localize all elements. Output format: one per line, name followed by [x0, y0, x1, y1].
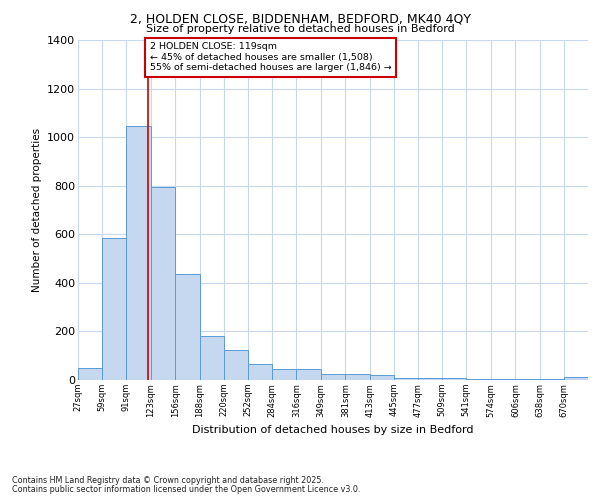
Bar	[102, 238, 127, 380]
Bar	[248, 364, 272, 380]
Bar	[127, 126, 151, 380]
Bar	[151, 187, 175, 380]
Text: Size of property relative to detached houses in Bedford: Size of property relative to detached ho…	[146, 24, 454, 34]
Bar	[370, 375, 394, 380]
Bar	[78, 368, 102, 380]
Bar	[564, 377, 588, 380]
Bar	[224, 350, 248, 380]
Bar	[491, 379, 515, 380]
Text: Contains public sector information licensed under the Open Government Licence v3: Contains public sector information licen…	[12, 485, 361, 494]
Bar	[175, 274, 200, 380]
Bar	[272, 369, 296, 380]
Bar	[296, 369, 321, 380]
Bar	[442, 378, 466, 380]
Text: Contains HM Land Registry data © Crown copyright and database right 2025.: Contains HM Land Registry data © Crown c…	[12, 476, 324, 485]
Bar	[418, 378, 442, 380]
Bar	[539, 379, 564, 380]
Bar	[321, 374, 346, 380]
Bar	[346, 374, 370, 380]
Text: 2 HOLDEN CLOSE: 119sqm
← 45% of detached houses are smaller (1,508)
55% of semi-: 2 HOLDEN CLOSE: 119sqm ← 45% of detached…	[150, 42, 392, 72]
Bar	[466, 379, 491, 380]
Y-axis label: Number of detached properties: Number of detached properties	[32, 128, 41, 292]
Bar	[200, 336, 224, 380]
X-axis label: Distribution of detached houses by size in Bedford: Distribution of detached houses by size …	[192, 425, 474, 435]
Bar	[394, 378, 418, 380]
Bar	[515, 379, 539, 380]
Text: 2, HOLDEN CLOSE, BIDDENHAM, BEDFORD, MK40 4QY: 2, HOLDEN CLOSE, BIDDENHAM, BEDFORD, MK4…	[130, 12, 470, 26]
